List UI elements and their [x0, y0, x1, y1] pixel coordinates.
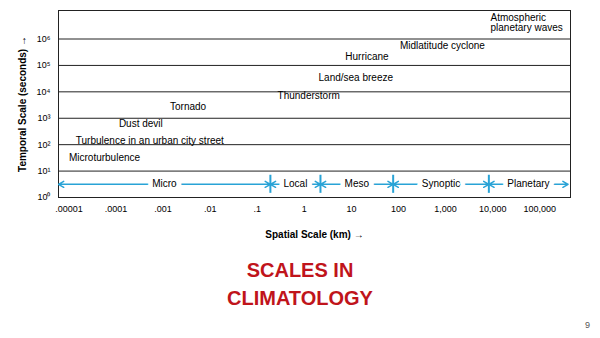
svg-text:Midlatitude cyclone: Midlatitude cyclone	[400, 40, 485, 51]
svg-text:Micro: Micro	[152, 178, 177, 189]
svg-text:.0001: .0001	[105, 204, 128, 214]
svg-text:Spatial Scale (km) →: Spatial Scale (km) →	[265, 229, 363, 240]
svg-text:Atmosphericplanetary waves: Atmosphericplanetary waves	[491, 12, 563, 33]
svg-text:.00001: .00001	[55, 204, 83, 214]
svg-text:10: 10	[346, 204, 356, 214]
svg-text:10¹: 10¹	[37, 166, 50, 176]
svg-text:Microturbulence: Microturbulence	[69, 152, 141, 163]
svg-text:.01: .01	[204, 204, 217, 214]
html-text:SCALES IN CLIMATOLOGY: SCALES IN CLIMATOLOGY	[227, 259, 373, 309]
svg-text:.1: .1	[254, 204, 262, 214]
svg-text:Local: Local	[283, 178, 307, 189]
svg-text:10⁴: 10⁴	[37, 87, 51, 97]
svg-text:10⁰: 10⁰	[37, 192, 50, 202]
html-text:9: 9	[585, 320, 590, 330]
svg-text:Land/sea breeze: Land/sea breeze	[319, 72, 394, 83]
svg-text:Synoptic: Synoptic	[422, 178, 460, 189]
svg-text:Temporal Scale (seconds) →: Temporal Scale (seconds) →	[17, 36, 28, 172]
svg-text:Meso: Meso	[345, 178, 370, 189]
svg-text:Tornado: Tornado	[170, 101, 207, 112]
svg-text:100,000: 100,000	[523, 204, 556, 214]
svg-text:1: 1	[302, 204, 307, 214]
svg-text:10⁵: 10⁵	[37, 60, 51, 70]
svg-text:10,000: 10,000	[479, 204, 507, 214]
svg-text:Dust devil: Dust devil	[119, 118, 163, 129]
svg-text:10⁶: 10⁶	[37, 34, 51, 44]
svg-text:Hurricane: Hurricane	[345, 51, 389, 62]
svg-text:Turbulence in an urban city st: Turbulence in an urban city street	[76, 135, 224, 146]
svg-text:.001: .001	[154, 204, 172, 214]
svg-text:Planetary: Planetary	[507, 178, 549, 189]
svg-text:10²: 10²	[37, 140, 50, 150]
svg-text:10³: 10³	[37, 113, 50, 123]
svg-text:1,000: 1,000	[434, 204, 457, 214]
svg-text:Thunderstorm: Thunderstorm	[278, 90, 340, 101]
svg-text:100: 100	[391, 204, 406, 214]
